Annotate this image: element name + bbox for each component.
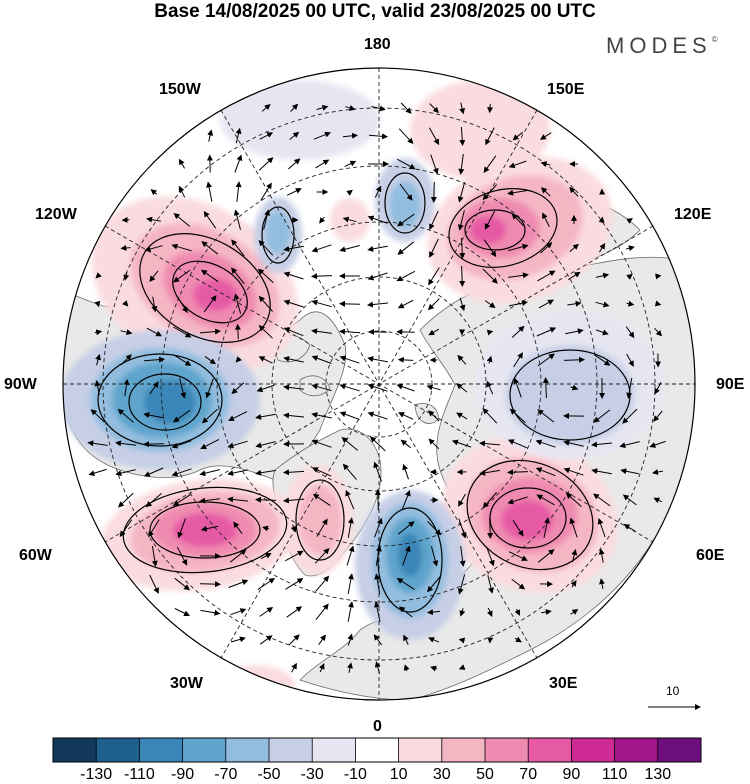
colorbar-tick-label: 30 [433,766,451,784]
colorbar-tick-label: -50 [257,766,280,784]
label-90w: 90W [4,376,37,394]
anomaly-high-greenland-sea [283,465,353,575]
wind-vector [434,182,435,202]
wind-vector [200,584,220,585]
colorbar-tick-label: -70 [214,766,237,784]
colorbar-tick-label: 90 [562,766,580,784]
colorbar-tick-label: -130 [80,766,112,784]
colorbar-tick-label: -110 [124,766,155,784]
wind-vector [340,304,360,305]
colorbar [53,738,702,762]
colorbar-swatch [96,738,140,762]
label-150e: 150E [547,81,584,99]
label-60w: 60W [19,547,52,565]
colorbar-swatch [53,738,97,762]
anomaly-low-hudson-bay [60,330,260,470]
colorbar-swatch [485,738,529,762]
wind-vector [238,325,239,340]
colorbar-swatch [269,738,313,762]
colorbar-swatch [399,738,443,762]
colorbar-tick-label: 110 [602,766,628,784]
colorbar-tick-label: -30 [301,766,324,784]
wind-vector [378,490,379,510]
colorbar-tick-label: 130 [644,766,671,784]
colorbar-swatch [442,738,486,762]
label-30w: 30W [170,675,203,693]
map-disk [59,68,698,705]
colorbar-tick-label: -90 [171,766,194,784]
label-0: 0 [373,718,382,736]
label-120w: 120W [35,206,77,224]
label-120e: 120E [674,206,711,224]
anomaly-low-norwegian-sea [355,490,465,640]
colorbar-swatch [658,738,702,762]
label-90e: 90E [716,376,744,394]
colorbar-swatch [226,738,270,762]
label-60e: 60E [696,547,724,565]
wind-vector [144,444,164,445]
colorbar-swatch [571,738,615,762]
colorbar-swatch [355,738,399,762]
label-150w: 150W [159,81,201,99]
colorbar-tick-label: 50 [476,766,494,784]
label-180: 180 [364,36,391,54]
colorbar-swatch [528,738,572,762]
colorbar-tick-label: 10 [390,766,408,784]
label-30e: 30E [549,675,577,693]
colorbar-tick-label: -10 [344,766,367,784]
reference-vector-label: 10 [666,684,679,698]
anomaly-low-bering [375,158,435,242]
colorbar-swatch [615,738,659,762]
colorbar-swatch [139,738,183,762]
colorbar-tick-label: 70 [519,766,537,784]
wind-vector [490,104,491,112]
colorbar-swatch [183,738,227,762]
colorbar-swatch [312,738,356,762]
